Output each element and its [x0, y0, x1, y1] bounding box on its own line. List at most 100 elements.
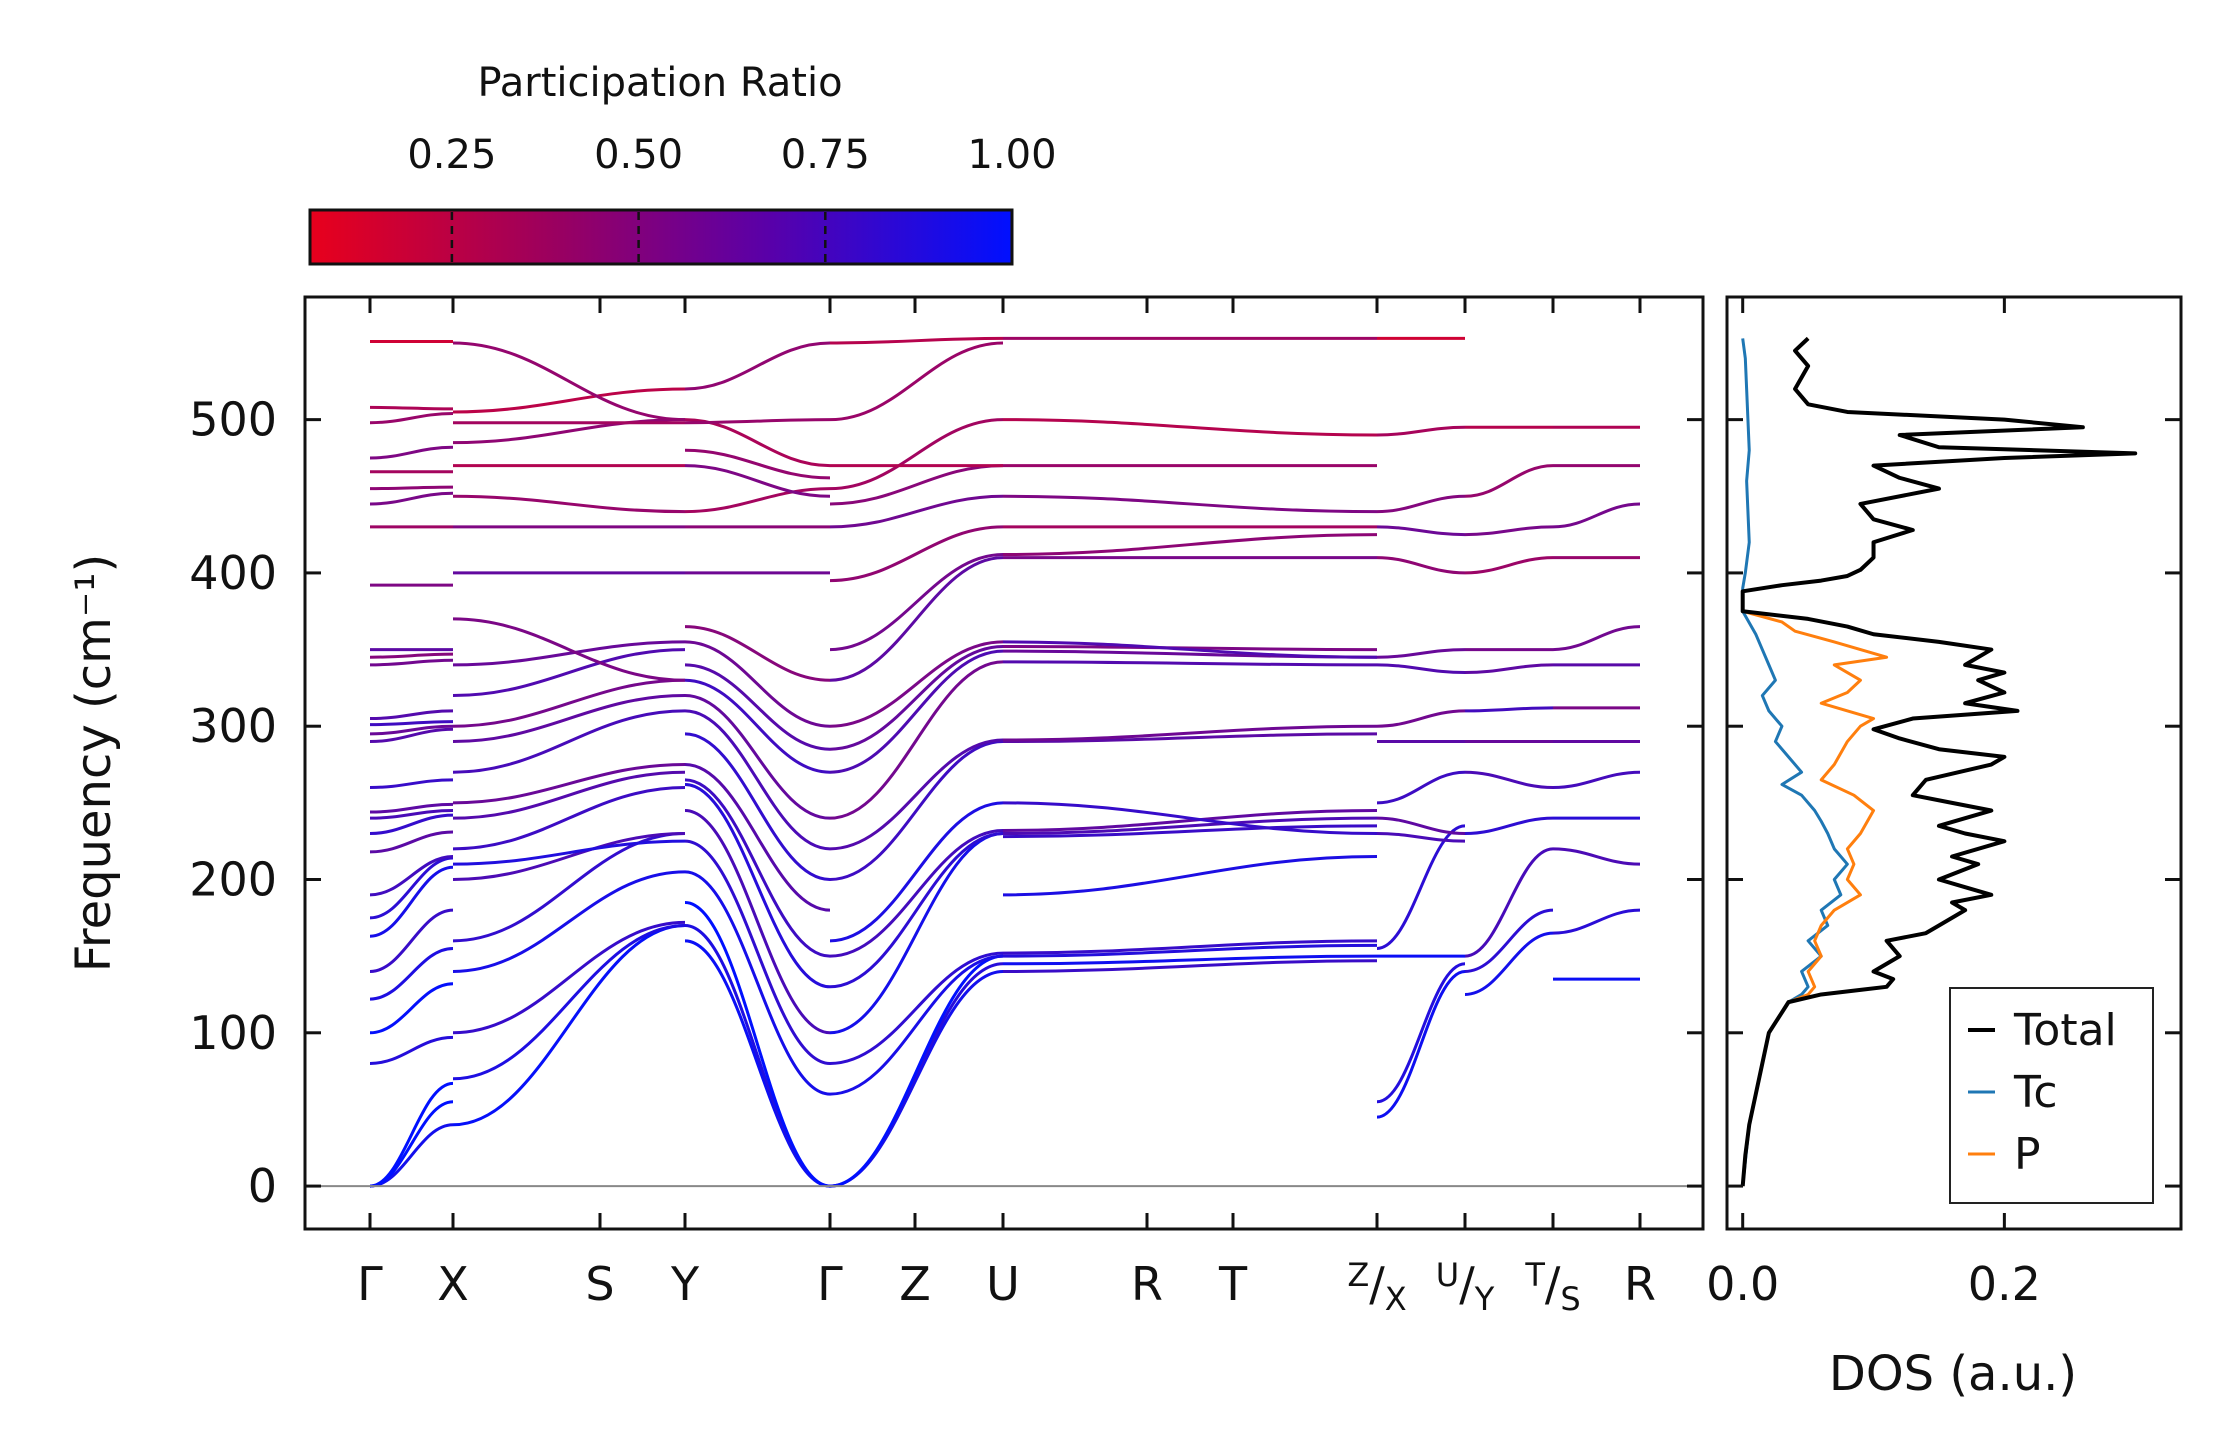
phonon-band: [1552, 847, 1641, 866]
phonon-band: [1464, 706, 1554, 713]
dos-panel: 0.0 0.2 DOS (a.u.) Total Tc P: [1706, 295, 2183, 1402]
phonon-band: [684, 870, 831, 1096]
phonon-band: [369, 485, 454, 491]
phonon-band: [369, 813, 454, 836]
phonon-band: [1376, 648, 1466, 659]
legend-label: Total: [2013, 1005, 2117, 1056]
phonon-band: [452, 678, 686, 728]
phonon-band: [369, 1100, 454, 1188]
colorbar-title: Participation Ratio: [477, 60, 842, 106]
y-tick-label: 0: [248, 1159, 277, 1213]
phonon-band: [829, 738, 1004, 851]
phonon-band: [1464, 908, 1554, 973]
phonon-band: [369, 830, 454, 854]
dos-line-tc: [1741, 338, 1849, 1187]
phonon-band: [452, 640, 686, 667]
phonon-band: [829, 553, 1004, 652]
phonon-band: [452, 770, 686, 820]
phonon-band: [1002, 418, 1378, 437]
phonon-band: [369, 856, 454, 920]
phonon-band: [684, 709, 831, 851]
phonon-band: [684, 923, 831, 1188]
phonon-band: [684, 694, 831, 820]
phonon-band: [1002, 816, 1378, 836]
colorbar-gradient: [308, 208, 1014, 266]
colorbar-tick-label: 0.75: [781, 132, 870, 178]
phonon-band: [1464, 816, 1554, 836]
phonon-band: [1376, 709, 1466, 728]
kpoint-label: R: [1624, 1257, 1656, 1311]
dos-line-total: [1740, 336, 2138, 1187]
phonon-band: [369, 1081, 454, 1188]
phonon-band: [1002, 809, 1378, 832]
dos-legend: Total Tc P: [1949, 987, 2154, 1204]
phonon-band: [369, 855, 454, 897]
dos-frame: [1725, 295, 2183, 1231]
phonon-band: [1002, 732, 1378, 744]
phonon-band: [369, 982, 454, 1035]
phonon-band: [829, 649, 1004, 774]
phonon-band: [369, 946, 454, 1001]
y-tick-label: 500: [189, 393, 277, 447]
phonon-band: [1376, 525, 1466, 537]
phonon-band: [369, 727, 454, 744]
phonon-band: [1464, 525, 1554, 537]
phonon-band: [369, 865, 454, 938]
y-axis-label: Frequency (cm⁻¹): [66, 554, 122, 972]
phonon-band: [829, 801, 1004, 943]
phonon-band: [829, 951, 1004, 1065]
phonon-band: [1552, 770, 1641, 790]
phonon-band: [829, 336, 1004, 345]
legend-label: Tc: [2013, 1067, 2058, 1118]
phonon-band: [829, 832, 1004, 1035]
phonon-band: [452, 694, 686, 744]
phonon-band: [829, 341, 1004, 422]
phonon-band: [684, 640, 831, 728]
phonon-band: [1002, 939, 1378, 955]
phonon-band: [1002, 660, 1378, 667]
dos-x-tick-label: 0.2: [1968, 1257, 2041, 1311]
dos-x-tick-label: 0.0: [1706, 1257, 1779, 1311]
phonon-band: [684, 663, 831, 751]
phonon-band: [829, 556, 1004, 682]
phonon-band: [829, 640, 1004, 728]
phonon-band: [829, 969, 1004, 1188]
phonon-band: [1464, 663, 1554, 675]
phonon-band: [1002, 824, 1378, 839]
phonon-band: [1002, 533, 1378, 557]
phonon-band: [452, 648, 686, 698]
phonon-band: [1464, 770, 1554, 790]
phonon-band: [1002, 724, 1378, 742]
phonon-band: [452, 839, 686, 866]
phonon-band: [369, 908, 454, 973]
phonon-band: [1002, 801, 1378, 836]
y-tick-label: 100: [189, 1006, 277, 1060]
phonon-band: [1552, 625, 1641, 652]
phonon-band: [369, 709, 454, 721]
phonon-band: [452, 870, 686, 973]
phonon-band: [369, 802, 454, 814]
phonon-band: [829, 954, 1004, 1188]
phonon-band: [452, 923, 686, 1127]
phonon-band: [684, 418, 831, 468]
colorbar: Participation Ratio 0.25 0.50 0.75 1.00: [308, 60, 1057, 266]
phonon-band: [1552, 502, 1641, 529]
legend-label: P: [2014, 1129, 2041, 1180]
phonon-band: [829, 740, 1004, 881]
kpoint-label: Γ: [817, 1257, 843, 1311]
kpoint-label: T: [1218, 1257, 1248, 1311]
phonon-band: [1376, 556, 1466, 575]
kpoint-label: R: [1131, 1257, 1163, 1311]
phonon-band: [829, 494, 1004, 529]
phonon-band: [452, 617, 686, 682]
phonon-band: [369, 724, 454, 736]
dos-x-label: DOS (a.u.): [1829, 1346, 2077, 1402]
phonon-band: [684, 464, 831, 498]
phonon-band: [369, 491, 454, 506]
phonon-band: [684, 341, 831, 391]
phonon-band: [1552, 908, 1641, 935]
phonon-band: [452, 920, 686, 1035]
phonon-band: [1376, 770, 1466, 805]
legend-box: [1949, 987, 2154, 1204]
